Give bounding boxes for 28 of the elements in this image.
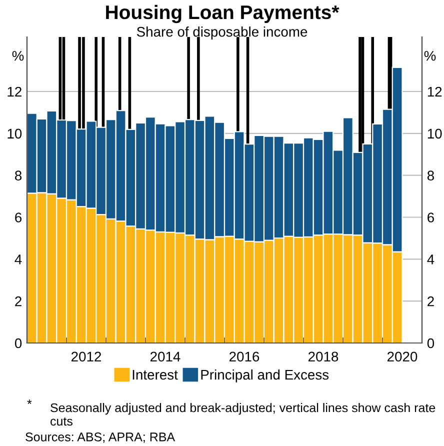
y-tick-label: 4 bbox=[14, 254, 22, 264]
y2-tick-label: 0 bbox=[427, 338, 434, 348]
y2-tick-label: 8 bbox=[427, 170, 434, 180]
y-tick-label: 0 bbox=[14, 338, 22, 348]
legend-label: Principal and Excess bbox=[201, 369, 329, 382]
x-tick-label: 2012 bbox=[72, 352, 102, 362]
y2-tick-label: 10 bbox=[428, 128, 442, 139]
y-tick-label: 2 bbox=[15, 296, 22, 306]
x-tick-label: 2014 bbox=[150, 352, 180, 362]
y-tick-label: 10 bbox=[8, 128, 22, 139]
y2-tick-label: 4 bbox=[427, 254, 434, 264]
y-tick-label: 6 bbox=[15, 212, 22, 222]
chart-subtitle: Share of disposable income bbox=[136, 26, 308, 40]
x-tick-label: 2016 bbox=[230, 352, 260, 362]
x-tick-label: 2020 bbox=[388, 352, 418, 362]
source-note: Sources: ABS; APRA; RBA bbox=[26, 432, 176, 443]
chart-title: Housing Loan Payments* bbox=[106, 4, 340, 24]
y-axis-title: % bbox=[12, 50, 24, 61]
y2-axis-title: % bbox=[424, 50, 436, 61]
y2-tick-label: 12 bbox=[428, 86, 442, 97]
text: * bbox=[27, 400, 32, 404]
text: Seasonally adjusted and break-adjusted; vertical lines show cash rate cuts bbox=[50, 403, 436, 426]
y2-tick-label: 6 bbox=[428, 212, 434, 222]
y2-tick-label: 2 bbox=[428, 296, 434, 306]
x-tick-label: 2018 bbox=[308, 352, 338, 362]
legend-label: Interest bbox=[132, 370, 178, 380]
y-tick-label: 8 bbox=[15, 170, 22, 180]
y-tick-label: 12 bbox=[8, 86, 22, 97]
